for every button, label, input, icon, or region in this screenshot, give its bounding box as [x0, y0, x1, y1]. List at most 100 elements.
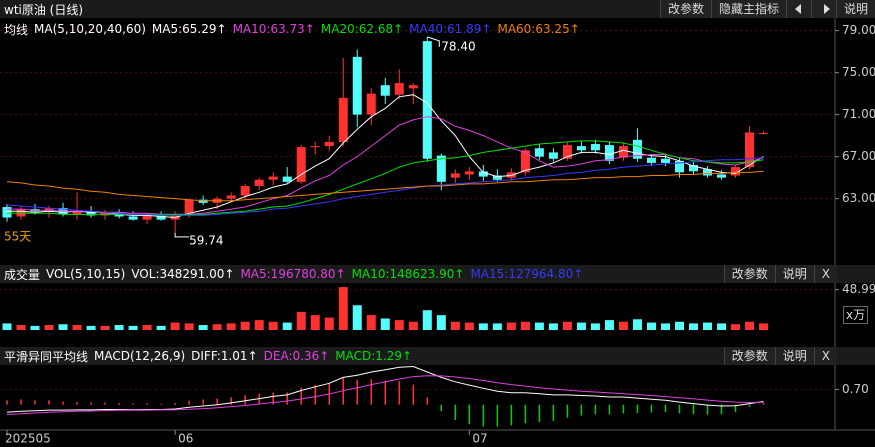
volume-bar [198, 325, 208, 330]
candle-body [534, 148, 544, 157]
annotation-leader [174, 232, 190, 238]
volume-bar [618, 321, 628, 330]
candle-body [394, 83, 404, 95]
volume-bar [366, 315, 376, 330]
series-line [6, 157, 764, 216]
indicator-params: MACD(12,26,9) [94, 349, 186, 363]
legend-entry: MA60:63.25↑ [497, 22, 580, 36]
candle-body [436, 155, 446, 182]
x-tick-label: 06 [178, 432, 193, 446]
legend-entry: MA10:148623.90↑ [351, 267, 465, 281]
volume-bar [184, 323, 194, 330]
y-tick-label: 71.00 [842, 107, 875, 121]
volume-legend: 成交量 VOL(5,10,15) VOL:348291.00↑ MA5:196780.… [4, 265, 583, 283]
volume-bar [422, 310, 432, 330]
legend-entry: MACD:1.29↑ [335, 349, 413, 363]
window-title: wti原油 (日线) [4, 2, 84, 17]
candle-body [717, 174, 727, 178]
series-line [6, 375, 764, 415]
volume-bar [44, 325, 54, 330]
volume-bar [324, 317, 334, 330]
indicator-name: 成交量 [4, 267, 41, 282]
volume-bar [30, 325, 40, 330]
button[interactable]: 说明 [774, 265, 814, 283]
candle-body [380, 85, 390, 96]
indicator-params: VOL(5,10,15) [46, 267, 126, 281]
volume-bar [170, 322, 180, 330]
legend-entry: MA5:196780.80↑ [240, 267, 346, 281]
volume-bar [212, 324, 222, 330]
candle-body [282, 176, 292, 182]
arrow-button[interactable] [810, 0, 836, 18]
candle-body [590, 144, 600, 151]
candle-body [184, 199, 194, 215]
button[interactable]: X [813, 347, 837, 365]
volume-bar: 成交量 VOL(5,10,15) VOL:348291.00↑ MA5:196780.… [0, 265, 875, 283]
indicator-name: 平滑异同平均线 [4, 349, 89, 364]
button[interactable]: 说明 [835, 0, 875, 18]
candle-body [660, 158, 670, 163]
volume-bar [296, 311, 306, 330]
candle-body [254, 179, 264, 187]
y-tick-label: 79.00 [842, 23, 875, 37]
button[interactable]: 隐藏主指标 [710, 0, 786, 18]
main-legend: 均线 MA(5,10,20,40,60) MA5:65.29↑ MA10:63.73↑… [4, 20, 580, 38]
candle-body [296, 147, 306, 182]
series-line [7, 140, 764, 215]
volume-bar [114, 325, 124, 330]
x-tick-label: 07 [472, 432, 487, 446]
candle-body [759, 133, 769, 134]
volume-bar [731, 324, 741, 330]
candle-body [86, 211, 96, 216]
button[interactable]: X [813, 265, 837, 283]
legend-entry: MA10:63.73↑ [232, 22, 315, 36]
toolbar: 改参数 隐藏主指标 说明 [659, 0, 875, 18]
legend-entry: VOL:348291.00↑ [131, 267, 235, 281]
candle-body [324, 141, 334, 147]
volume-bar [226, 323, 236, 330]
volume-bar [352, 305, 362, 330]
volume-bar [436, 315, 446, 330]
volume-bar [2, 323, 12, 330]
x-tick-label: 202505 [5, 432, 51, 446]
volume-bar [142, 325, 152, 330]
button[interactable]: 改参数 [723, 265, 775, 283]
candle-body [422, 41, 432, 159]
volume-bar [660, 323, 670, 330]
button[interactable]: 改参数 [723, 347, 775, 365]
series-line [7, 94, 764, 219]
candle-body [450, 173, 460, 178]
volume-bar [703, 322, 713, 330]
title-bar: wti原油 (日线) 改参数 隐藏主指标 说明 [0, 0, 875, 18]
button[interactable]: 说明 [774, 347, 814, 365]
button[interactable]: 改参数 [659, 0, 711, 18]
candle-body [366, 93, 376, 115]
series-line [6, 170, 764, 202]
indicator-name: 均线 [4, 22, 29, 37]
y-tick-label: 48.99 [842, 282, 875, 296]
macd-legend: 平滑异同平均线 MACD(12,26,9) DIFF:1.01↑ DEA:0.36↑ M… [4, 347, 412, 365]
indicator-params: MA(5,10,20,40,60) [34, 22, 146, 36]
annotation-leader [427, 36, 440, 47]
candle-body [352, 56, 362, 115]
candle-body [100, 212, 110, 216]
y-tick-label: 67.00 [842, 149, 875, 163]
volume-bar [86, 325, 96, 330]
candle-body [731, 167, 741, 176]
volume-bar [16, 325, 26, 330]
candle-body [464, 171, 474, 175]
volume-bar [310, 315, 320, 330]
candle-body [408, 85, 418, 89]
candle-body [562, 145, 572, 159]
candle-body [520, 150, 530, 173]
volume-bar [156, 325, 166, 330]
candle-body [618, 146, 628, 158]
volume-bar [100, 325, 110, 330]
y-tick-label: 75.00 [842, 65, 875, 79]
volume-bar [759, 323, 769, 330]
volume-bar [394, 320, 404, 330]
volume-bar [506, 322, 516, 330]
arrow-button[interactable] [785, 0, 811, 18]
